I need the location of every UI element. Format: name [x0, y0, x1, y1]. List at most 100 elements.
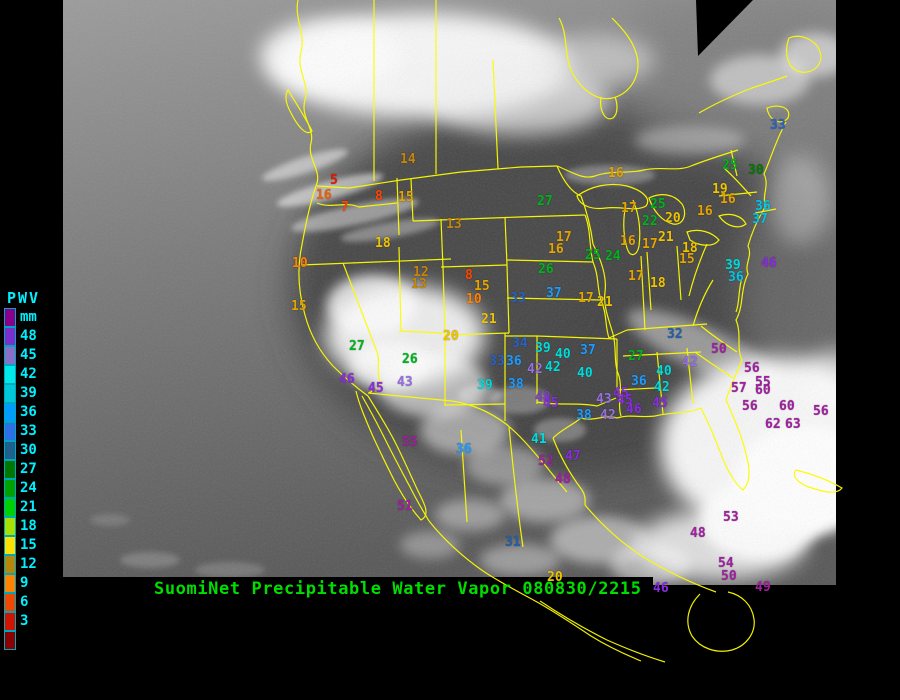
- station-value: 43: [397, 375, 413, 390]
- station-value: 7: [341, 200, 349, 215]
- legend-swatch: [4, 422, 16, 441]
- station-value: 54: [718, 556, 734, 571]
- station-value: 18: [650, 276, 666, 291]
- legend-swatch: [4, 365, 16, 384]
- station-value: 37: [546, 286, 562, 301]
- station-value: 20: [443, 329, 459, 344]
- legend-row: 30: [0, 441, 62, 460]
- station-value: 39: [725, 258, 741, 273]
- legend-label: 3: [20, 613, 29, 629]
- legend-swatch: [4, 574, 16, 593]
- station-value: 45: [617, 393, 633, 408]
- station-value: 17: [621, 201, 637, 216]
- station-value: 5: [330, 173, 338, 188]
- station-value: 51: [397, 499, 413, 514]
- pwv-legend: PWV mm 48 45 42 39 36 33 30 27 24 21 18 15 12 9 6 3: [0, 288, 62, 650]
- station-value: 39: [535, 341, 551, 356]
- legend-row: 21: [0, 498, 62, 517]
- legend-row: 3: [0, 612, 62, 631]
- legend-row: 33: [0, 422, 62, 441]
- station-value: 15: [679, 252, 695, 267]
- station-value: 21: [597, 295, 613, 310]
- legend-label: 42: [20, 366, 37, 382]
- station-value: 21: [658, 230, 674, 245]
- legend-swatch: [4, 612, 16, 631]
- legend-label: 9: [20, 575, 29, 591]
- station-value: 50: [711, 342, 727, 357]
- station-value: 40: [555, 347, 571, 362]
- legend-row: 42: [0, 365, 62, 384]
- legend-row: mm: [0, 308, 62, 327]
- station-value: 25: [585, 248, 601, 263]
- station-value: 60: [755, 383, 771, 398]
- station-value: 40: [577, 366, 593, 381]
- legend-label: mm: [20, 309, 37, 325]
- legend-swatch: [4, 441, 16, 460]
- legend-swatch: [4, 327, 16, 346]
- station-value: 45: [652, 396, 668, 411]
- station-value: 62: [765, 417, 781, 432]
- legend-swatch: [4, 631, 16, 650]
- station-value: 46: [761, 256, 777, 271]
- caption-band: [63, 577, 653, 600]
- legend-label: 18: [20, 518, 37, 534]
- station-value: 16: [720, 192, 736, 207]
- legend-label: 36: [20, 404, 37, 420]
- station-value: 57: [731, 381, 747, 396]
- station-value: 53: [723, 510, 739, 525]
- station-value: 38: [508, 377, 524, 392]
- legend-label: 27: [20, 461, 37, 477]
- legend-label: 30: [20, 442, 37, 458]
- legend-label: 48: [20, 328, 37, 344]
- legend-swatch: [4, 536, 16, 555]
- station-value: 15: [291, 299, 307, 314]
- station-value: 20: [665, 211, 681, 226]
- station-value: 8: [465, 268, 473, 283]
- station-value: 26: [538, 262, 554, 277]
- legend-row: [0, 631, 62, 650]
- legend-label: 33: [20, 423, 37, 439]
- legend-swatch: [4, 346, 16, 365]
- station-value: 26: [402, 352, 418, 367]
- station-value: 19: [712, 182, 728, 197]
- legend-row: 9: [0, 574, 62, 593]
- station-value: 34: [512, 336, 528, 351]
- legend-swatch: [4, 593, 16, 612]
- legend-row: 15: [0, 536, 62, 555]
- legend-label: 21: [20, 499, 37, 515]
- station-value: 56: [813, 404, 829, 419]
- station-value: 40: [656, 364, 672, 379]
- station-value: 52: [538, 454, 554, 469]
- legend-row: 6: [0, 593, 62, 612]
- station-value: 16: [316, 188, 332, 203]
- station-value: 36: [506, 354, 522, 369]
- station-value: 27: [628, 349, 644, 364]
- station-value: 33: [510, 291, 526, 306]
- legend-swatch: [4, 498, 16, 517]
- station-value: 38: [576, 408, 592, 423]
- legend-swatch: [4, 479, 16, 498]
- station-value: 12: [413, 265, 429, 280]
- station-value: 45: [613, 386, 629, 401]
- legend-swatch: [4, 384, 16, 403]
- station-value: 25: [650, 197, 666, 212]
- legend-swatch: [4, 460, 16, 479]
- station-value: 17: [642, 237, 658, 252]
- legend-label: 39: [20, 385, 37, 401]
- station-value: 42: [682, 355, 698, 370]
- station-value: 16: [697, 204, 713, 219]
- station-value: 39: [477, 378, 493, 393]
- station-value: 36: [456, 442, 472, 457]
- legend-label: 12: [20, 556, 37, 572]
- station-value: 22: [642, 214, 658, 229]
- station-value: 16: [608, 166, 624, 181]
- product-caption: SuomiNet Precipitable Water Vapor 080830…: [154, 579, 642, 599]
- station-value: 25: [722, 158, 738, 173]
- satellite-image: [63, 0, 836, 585]
- legend-row: 48: [0, 327, 62, 346]
- station-value: 27: [537, 194, 553, 209]
- legend-label: 6: [20, 594, 29, 610]
- station-value: 42: [600, 408, 616, 423]
